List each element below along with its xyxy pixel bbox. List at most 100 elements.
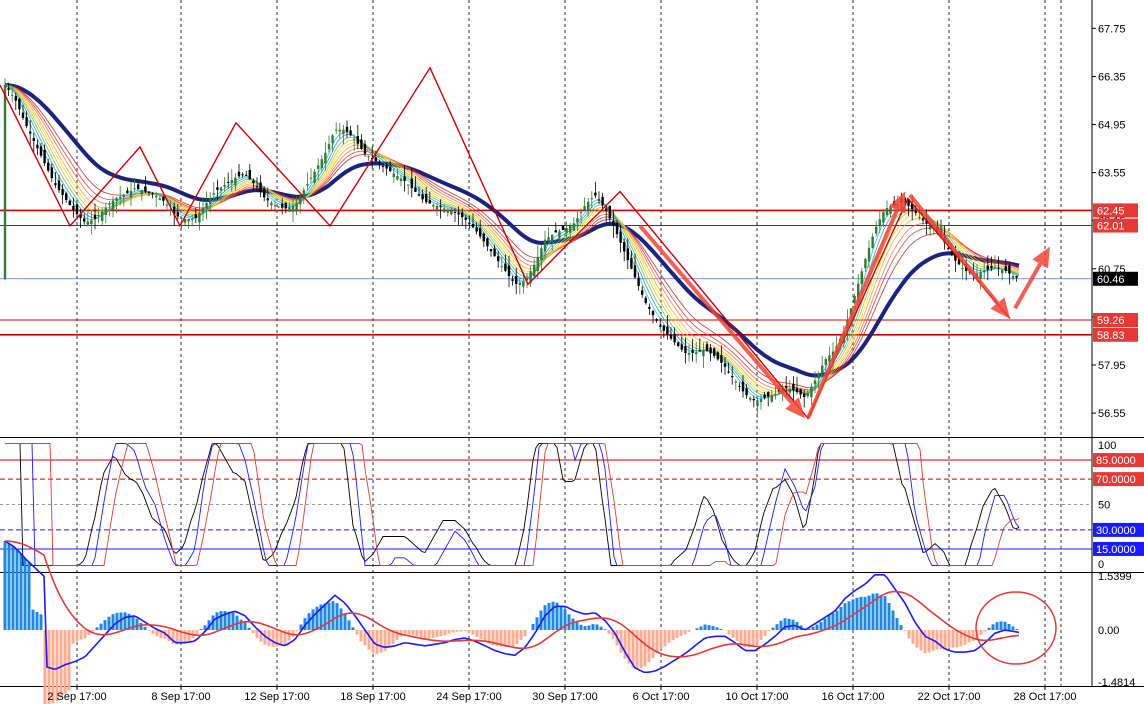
stoch-level-label: 30.0000 bbox=[1096, 525, 1136, 537]
macd-histogram-bar bbox=[699, 626, 703, 631]
macd-histogram-bar bbox=[231, 612, 235, 631]
candle-body bbox=[417, 194, 421, 196]
macd-histogram-bar bbox=[487, 630, 491, 644]
stoch-level-label: 70.0000 bbox=[1096, 474, 1136, 486]
candle-body bbox=[313, 171, 316, 183]
candle-body bbox=[511, 279, 514, 281]
candle-body bbox=[191, 219, 194, 220]
macd-histogram-bar bbox=[999, 621, 1003, 631]
candle-body bbox=[860, 271, 863, 284]
candle-body bbox=[749, 397, 752, 400]
candle-body bbox=[626, 248, 629, 261]
macd-histogram-bar bbox=[15, 549, 19, 631]
macd-histogram-bar bbox=[383, 630, 387, 651]
candle-body bbox=[590, 198, 593, 200]
macd-histogram-bar bbox=[835, 610, 839, 631]
stoch-slow-line bbox=[5, 443, 1020, 566]
macd-histogram-bar bbox=[67, 630, 71, 691]
macd-histogram-bar bbox=[295, 630, 299, 632]
trend-arrow-head bbox=[990, 297, 1010, 319]
macd-histogram-bar bbox=[179, 630, 183, 644]
candle-body bbox=[180, 217, 183, 219]
y-tick-label: 64.95 bbox=[1098, 120, 1126, 132]
candle-body bbox=[921, 218, 925, 221]
candle-body bbox=[947, 248, 950, 250]
macd-histogram-bar bbox=[651, 630, 655, 658]
macd-histogram-bar bbox=[207, 620, 211, 631]
macd-histogram-bar bbox=[127, 613, 131, 631]
candle-body bbox=[216, 187, 219, 190]
macd-histogram-bar bbox=[703, 624, 707, 631]
candle-body bbox=[554, 230, 557, 233]
level-label: 62.45 bbox=[1097, 205, 1125, 217]
candle-body bbox=[374, 157, 377, 162]
macd-histogram-bar bbox=[283, 630, 287, 646]
macd-histogram-bar bbox=[663, 630, 667, 647]
macd-histogram-bar bbox=[915, 630, 919, 648]
candle-body bbox=[907, 199, 910, 206]
macd-histogram-bar bbox=[363, 630, 367, 646]
macd-histogram-bar bbox=[119, 612, 123, 631]
candle-body bbox=[97, 215, 100, 217]
candle-body bbox=[561, 225, 565, 230]
candle-body bbox=[3, 85, 7, 279]
macd-histogram-bar bbox=[287, 630, 291, 641]
candle-body bbox=[450, 210, 453, 215]
macd-histogram-bar bbox=[711, 626, 715, 631]
candle-body bbox=[957, 256, 961, 265]
candle-body bbox=[187, 219, 190, 222]
candle-body bbox=[389, 166, 392, 172]
candle-body bbox=[68, 200, 71, 205]
macd-histogram-bar bbox=[543, 605, 547, 631]
macd-histogram-bar bbox=[979, 630, 983, 635]
macd-histogram-bar bbox=[175, 630, 179, 645]
macd-histogram-bar bbox=[743, 630, 747, 648]
macd-histogram-bar bbox=[451, 630, 455, 633]
macd-histogram-bar bbox=[419, 630, 423, 638]
candle-body bbox=[709, 347, 712, 354]
candle-body bbox=[291, 205, 295, 212]
current-price-box bbox=[1093, 271, 1138, 286]
macd-histogram-bar bbox=[63, 630, 67, 694]
candle-body bbox=[385, 165, 388, 169]
macd-histogram-bar bbox=[907, 630, 911, 639]
candle-body bbox=[637, 277, 640, 287]
candle-body bbox=[533, 265, 536, 277]
macd-histogram-bar bbox=[387, 630, 391, 648]
candle-body bbox=[219, 187, 223, 191]
candle-body bbox=[810, 386, 813, 398]
macd-histogram-bar bbox=[79, 630, 83, 640]
macd-histogram-bar bbox=[759, 630, 763, 641]
macd-histogram-bar bbox=[763, 630, 767, 636]
candle-body bbox=[547, 237, 550, 241]
macd-histogram-bar bbox=[987, 627, 991, 631]
candle-body bbox=[644, 297, 647, 303]
macd-histogram-bar bbox=[247, 627, 251, 631]
candle-body bbox=[594, 192, 597, 196]
macd-histogram-bar bbox=[531, 623, 535, 631]
candle-body bbox=[378, 161, 381, 164]
macd-histogram-bar bbox=[243, 622, 247, 631]
macd-histogram-bar bbox=[443, 630, 447, 636]
macd-histogram-bar bbox=[319, 604, 323, 631]
macd-histogram-bar bbox=[639, 630, 643, 669]
candle-body bbox=[155, 195, 158, 198]
candle-body bbox=[122, 195, 125, 197]
macd-histogram-bar bbox=[955, 630, 959, 648]
candle-body bbox=[475, 227, 478, 232]
candle-body bbox=[536, 256, 539, 272]
trend-arrow-shaft bbox=[908, 193, 999, 305]
candle-body bbox=[702, 350, 705, 357]
macd-histogram-bar bbox=[971, 630, 975, 641]
macd-histogram-bar bbox=[535, 617, 539, 631]
macd-histogram-bar bbox=[239, 619, 243, 631]
candle-body bbox=[540, 248, 543, 260]
candle-body bbox=[223, 184, 226, 187]
macd-histogram-bar bbox=[563, 609, 567, 631]
candle-body bbox=[194, 214, 197, 218]
macd-histogram-bar bbox=[199, 629, 203, 631]
candle-body bbox=[129, 190, 133, 198]
candle-body bbox=[396, 175, 399, 180]
candle-body bbox=[587, 201, 590, 211]
macd-histogram-bar bbox=[591, 624, 595, 631]
